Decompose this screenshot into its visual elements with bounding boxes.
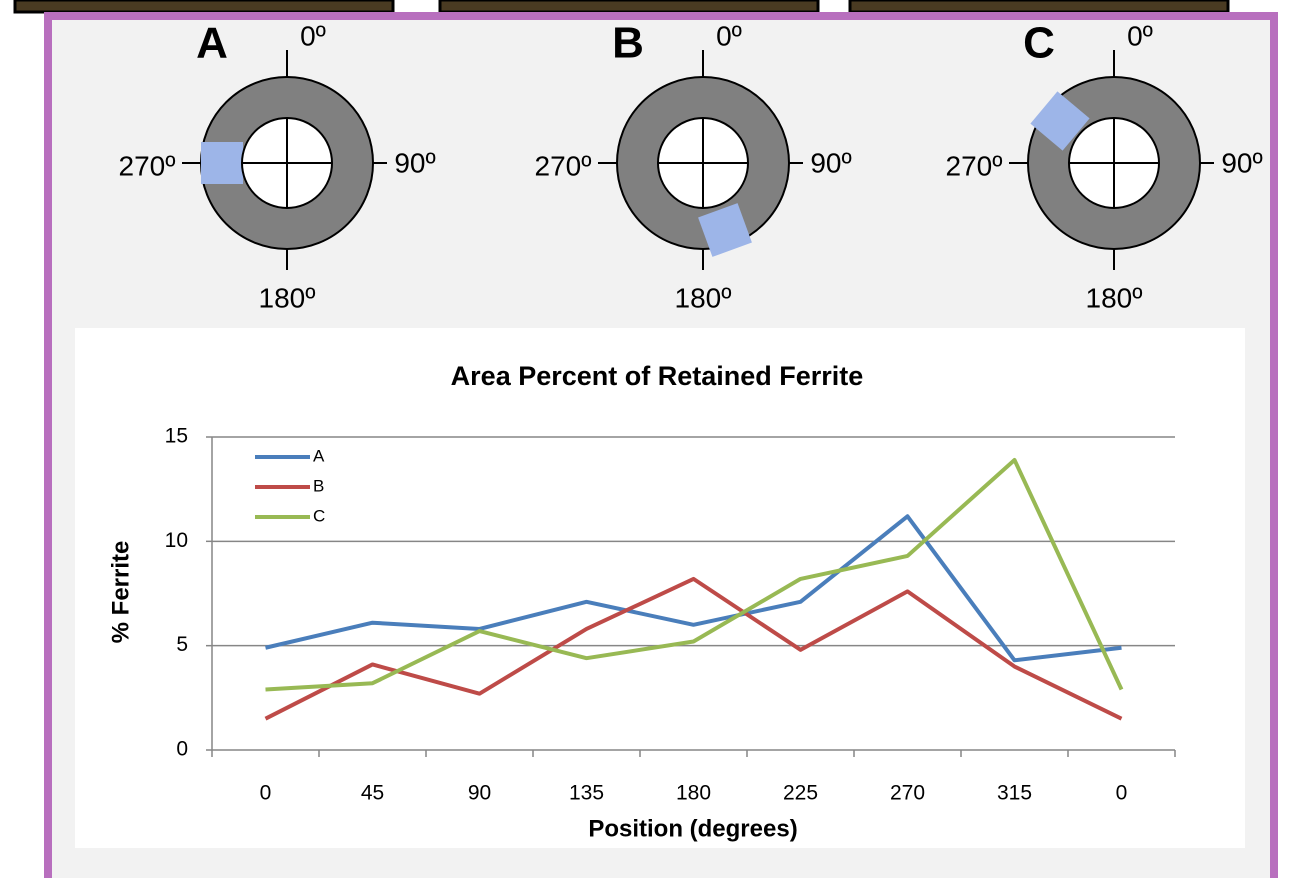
legend-label: A <box>313 446 325 465</box>
x-tick-label: 180 <box>676 782 711 805</box>
x-tick-label: 0 <box>260 782 272 805</box>
y-tick-label: 5 <box>176 633 188 656</box>
photo-strip <box>850 0 1228 12</box>
figure: A 0º 270º 90º 180º B 0º 270º 90º 180º C 0º 270º 90º 18… <box>0 0 1289 878</box>
legend-label: B <box>313 476 324 495</box>
diagram-letter: A <box>196 19 228 68</box>
photo-strip <box>440 0 818 12</box>
y-tick-label: 10 <box>165 529 188 552</box>
angle-label: 90º <box>394 147 435 178</box>
y-tick-label: 0 <box>176 738 188 761</box>
angle-label: 270º <box>119 150 176 181</box>
angle-label: 270º <box>946 150 1003 181</box>
angle-label: 0º <box>716 20 742 51</box>
angle-label: 180º <box>1086 282 1143 313</box>
angle-label: 90º <box>1221 147 1262 178</box>
angle-label: 90º <box>810 147 851 178</box>
angle-label: 0º <box>1127 20 1153 51</box>
x-tick-label: 315 <box>997 782 1032 805</box>
x-tick-label: 90 <box>468 782 491 805</box>
angle-label: 0º <box>300 20 326 51</box>
angle-label: 180º <box>675 282 732 313</box>
x-tick-label: 270 <box>890 782 925 805</box>
angle-label: 270º <box>535 150 592 181</box>
chart-area <box>75 328 1245 848</box>
legend-label: C <box>313 506 325 525</box>
sample-square <box>201 142 243 184</box>
y-axis-label: % Ferrite <box>107 541 134 644</box>
x-tick-label: 225 <box>783 782 818 805</box>
diagram-letter: B <box>612 19 644 68</box>
photo-strip <box>15 0 393 12</box>
angle-label: 180º <box>259 282 316 313</box>
diagram-letter: C <box>1023 19 1055 68</box>
y-tick-label: 15 <box>165 425 188 448</box>
chart-title: Area Percent of Retained Ferrite <box>451 361 864 391</box>
x-tick-label: 135 <box>569 782 604 805</box>
x-axis-label: Position (degrees) <box>588 815 797 842</box>
x-tick-label: 45 <box>361 782 384 805</box>
x-tick-label: 0 <box>1116 782 1128 805</box>
